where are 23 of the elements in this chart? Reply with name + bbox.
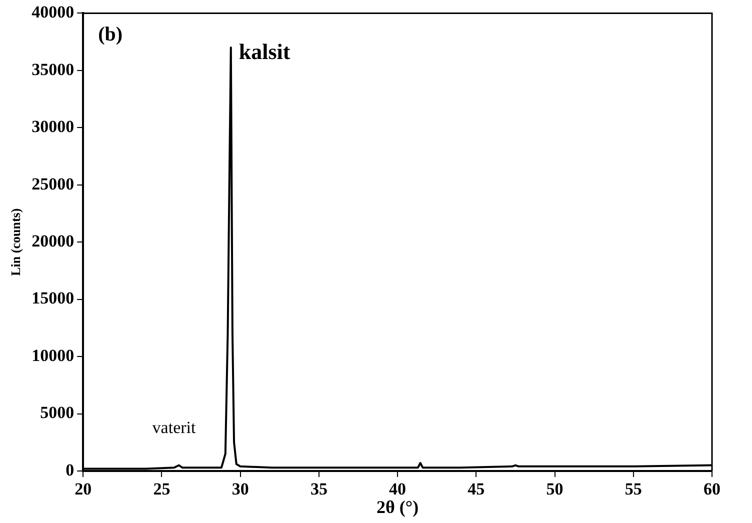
y-tick-label: 30000 [32, 117, 74, 136]
y-axis-title: Lin (counts) [8, 208, 24, 276]
x-tick-label: 35 [310, 480, 328, 499]
x-tick-label: 40 [389, 480, 406, 499]
y-tick-label: 25000 [32, 174, 74, 194]
x-tick-label: 25 [153, 480, 170, 499]
x-tick-label: 30 [232, 480, 249, 499]
y-tick-label: 15000 [32, 288, 74, 308]
annotation: (b) [98, 23, 123, 46]
y-tick-label: 10000 [32, 346, 74, 365]
y-tick-label: 0 [66, 460, 74, 480]
y-tick-label: 40000 [32, 2, 74, 22]
y-tick-label: 35000 [32, 60, 74, 79]
x-tick-label: 50 [546, 480, 564, 499]
x-tick-label: 45 [468, 480, 485, 499]
x-tick-label: 60 [704, 480, 720, 499]
y-tick-label: 20000 [32, 231, 74, 250]
annotation: kalsit [238, 39, 291, 64]
x-tick-label: 55 [624, 480, 642, 499]
x-tick-label: 20 [74, 480, 92, 499]
x-axis-title: 2θ (°) [376, 496, 419, 517]
y-tick-label: 5000 [40, 403, 74, 422]
annotation: vaterit [152, 418, 196, 438]
